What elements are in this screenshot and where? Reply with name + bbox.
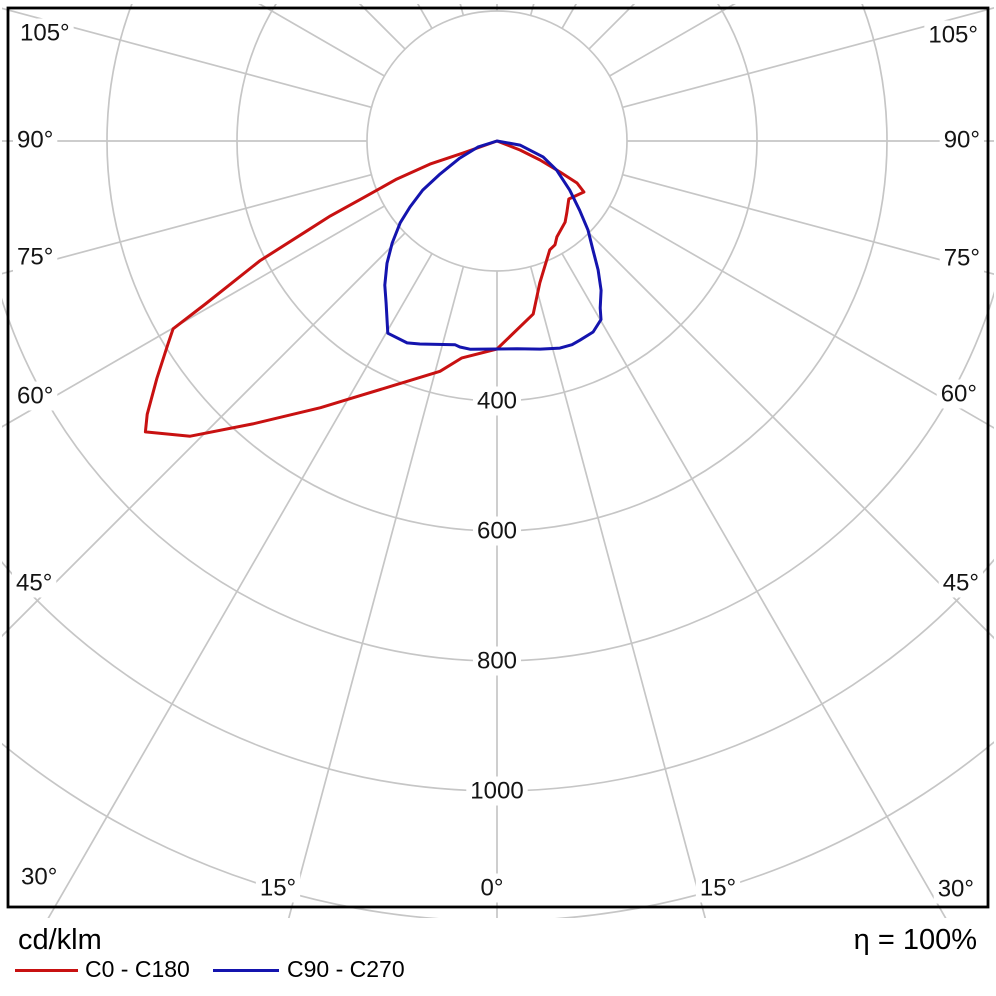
efficiency-label: η = 100% — [853, 924, 977, 956]
svg-text:800: 800 — [477, 648, 517, 675]
svg-text:45°: 45° — [16, 570, 52, 597]
svg-text:400: 400 — [477, 388, 517, 415]
svg-text:15°: 15° — [700, 875, 736, 902]
svg-text:30°: 30° — [21, 864, 57, 891]
radial-tick-label: 600 — [472, 516, 522, 546]
radial-tick-label: 400 — [472, 386, 522, 416]
radial-tick-label: 800 — [472, 646, 522, 676]
svg-text:75°: 75° — [17, 244, 53, 271]
angle-tick-label: 105° — [924, 20, 982, 50]
svg-text:45°: 45° — [943, 570, 979, 597]
legend-label-c0-c180: C0 - C180 — [85, 956, 190, 982]
angle-tick-label: 90° — [939, 125, 984, 155]
svg-text:15°: 15° — [260, 875, 296, 902]
angle-tick-label: 45° — [12, 568, 57, 598]
svg-text:60°: 60° — [17, 383, 53, 410]
svg-text:0°: 0° — [481, 875, 504, 902]
angle-tick-label: 30° — [17, 862, 62, 892]
plot-border — [6, 6, 990, 909]
svg-text:90°: 90° — [17, 127, 53, 154]
angle-tick-label: 90° — [13, 125, 58, 155]
angle-tick-label: 0° — [476, 873, 508, 903]
angle-tick-label: 60° — [936, 379, 981, 409]
curve-c0-c180 — [143, 139, 586, 438]
svg-text:600: 600 — [477, 518, 517, 545]
angle-tick-label: 15° — [255, 873, 301, 903]
radial-tick-label: 1000 — [466, 776, 528, 806]
unit-label: cd/klm — [18, 924, 102, 956]
angle-tick-label: 15° — [695, 873, 741, 903]
angle-tick-label: 75° — [939, 243, 984, 273]
polar-chart: 400 600 800 1000 105° 90° 75° 60° 45° 30° 15° 0° 15°… — [2, 4, 994, 918]
angle-tick-label: 75° — [13, 242, 58, 272]
legend-swatch-c0-c180 — [15, 969, 78, 972]
svg-text:60°: 60° — [941, 381, 977, 408]
angle-tick-label: 30° — [933, 874, 978, 904]
svg-text:1000: 1000 — [470, 778, 523, 805]
angle-tick-label: 105° — [16, 18, 74, 48]
legend-label-c90-c270: C90 - C270 — [287, 956, 405, 982]
svg-text:105°: 105° — [20, 20, 70, 47]
svg-text:90°: 90° — [944, 127, 980, 154]
legend-swatch-c90-c270 — [213, 969, 279, 972]
curve-c90-c270 — [383, 139, 603, 351]
svg-text:105°: 105° — [928, 22, 978, 49]
angle-tick-label: 45° — [938, 568, 983, 598]
svg-text:75°: 75° — [944, 245, 980, 272]
svg-text:30°: 30° — [938, 876, 974, 903]
angle-tick-label: 60° — [13, 381, 58, 411]
